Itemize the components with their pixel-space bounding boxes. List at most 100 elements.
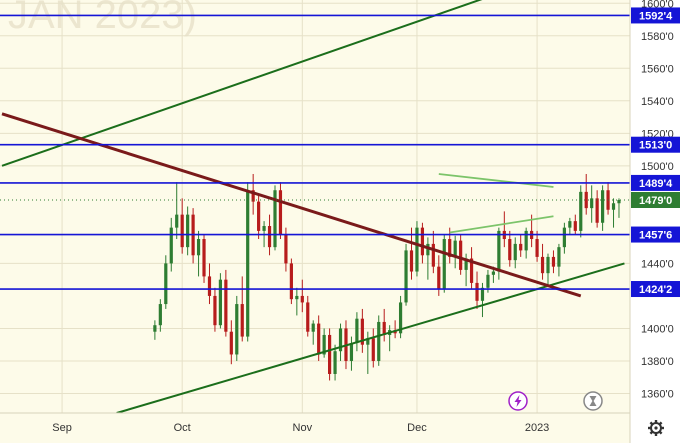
candle-body [404,250,408,303]
candle[interactable] [169,217,173,272]
candle[interactable] [579,185,583,238]
candle-body [557,247,561,267]
candle[interactable] [551,250,556,274]
candle[interactable] [442,234,446,293]
candle[interactable] [306,295,310,337]
candle[interactable] [218,273,222,329]
candle[interactable] [475,271,479,309]
candle[interactable] [469,247,474,290]
candle[interactable] [240,276,244,342]
hourglass-icon[interactable] [583,391,603,411]
candle-body [153,325,157,332]
candle[interactable] [191,208,195,264]
candle[interactable] [349,336,354,371]
candle[interactable] [202,234,206,283]
candle-body [224,279,228,332]
price-axis[interactable]: 1600'01580'01560'01540'01520'01500'01440… [641,0,674,400]
candle[interactable] [289,258,293,305]
candle-body [508,239,512,261]
candle[interactable] [371,328,375,368]
candle[interactable] [431,230,435,274]
candle[interactable] [224,269,228,337]
candle[interactable] [235,295,239,361]
candle[interactable] [186,206,190,256]
trendline-upper-channel[interactable] [1,0,493,167]
candle[interactable] [546,253,550,287]
candle[interactable] [584,173,588,215]
candle[interactable] [508,230,512,267]
candle-body [382,321,386,335]
candle[interactable] [382,308,386,342]
candle[interactable] [355,312,359,352]
candle-body [437,266,441,290]
plot-area[interactable] [153,173,621,381]
candle[interactable] [257,195,261,240]
candle[interactable] [519,234,523,257]
gear-icon[interactable] [648,420,664,436]
candle[interactable] [513,237,517,269]
candle[interactable] [420,222,425,264]
lightning-icon[interactable] [508,391,528,411]
candle[interactable] [601,185,605,231]
candle[interactable] [295,287,299,316]
candle[interactable] [300,279,304,313]
candle[interactable] [196,230,201,277]
candle[interactable] [164,255,168,309]
grid [0,0,630,413]
candle[interactable] [540,243,545,280]
candle[interactable] [360,308,364,353]
candle-body [611,203,616,210]
x-tick-label: Sep [52,422,72,434]
candle[interactable] [415,221,419,277]
candle-body [349,343,354,361]
candle[interactable] [568,217,572,235]
candle-body [366,338,370,345]
candle[interactable] [273,185,277,251]
candle[interactable] [377,315,381,366]
candle[interactable] [229,320,233,365]
candle[interactable] [459,234,463,275]
candle[interactable] [333,344,337,381]
candle[interactable] [213,287,217,332]
candle[interactable] [311,320,315,345]
time-axis[interactable]: Sep Oct Nov Dec 2023 [52,422,549,434]
candle-body [180,214,184,248]
candle[interactable] [404,243,408,306]
candle[interactable] [153,320,157,340]
candle-body [317,323,321,355]
horizontal-levels[interactable] [0,14,630,290]
candle[interactable] [338,323,343,361]
candle[interactable] [398,295,403,339]
trendline-triangle-bottom[interactable] [449,215,554,234]
candle[interactable] [617,198,621,218]
trendline-triangle-top[interactable] [438,173,554,188]
candle-body [524,230,528,251]
candle[interactable] [175,182,179,240]
candle[interactable] [278,182,283,240]
candle[interactable] [524,227,528,259]
candle[interactable] [557,243,561,277]
candle[interactable] [246,182,250,342]
candle[interactable] [535,230,539,262]
level-tag-label: 1513'0 [639,140,672,152]
candle[interactable] [207,263,212,305]
candle[interactable] [573,214,577,235]
candle[interactable] [611,198,616,228]
candle[interactable] [328,328,332,381]
candle[interactable] [453,235,457,269]
candle-body [235,304,239,355]
candle[interactable] [448,227,452,264]
candle-body [251,190,255,202]
candle-body [371,338,375,361]
candle[interactable] [590,185,594,223]
candle-body [289,263,293,300]
candle[interactable] [158,299,162,332]
candle[interactable] [562,222,566,254]
candle[interactable] [426,237,430,280]
y-tick-label: 1360'0 [641,388,674,400]
candle[interactable] [595,190,599,228]
candle[interactable] [409,227,414,280]
candle-body [464,258,468,270]
candle[interactable] [180,198,184,254]
